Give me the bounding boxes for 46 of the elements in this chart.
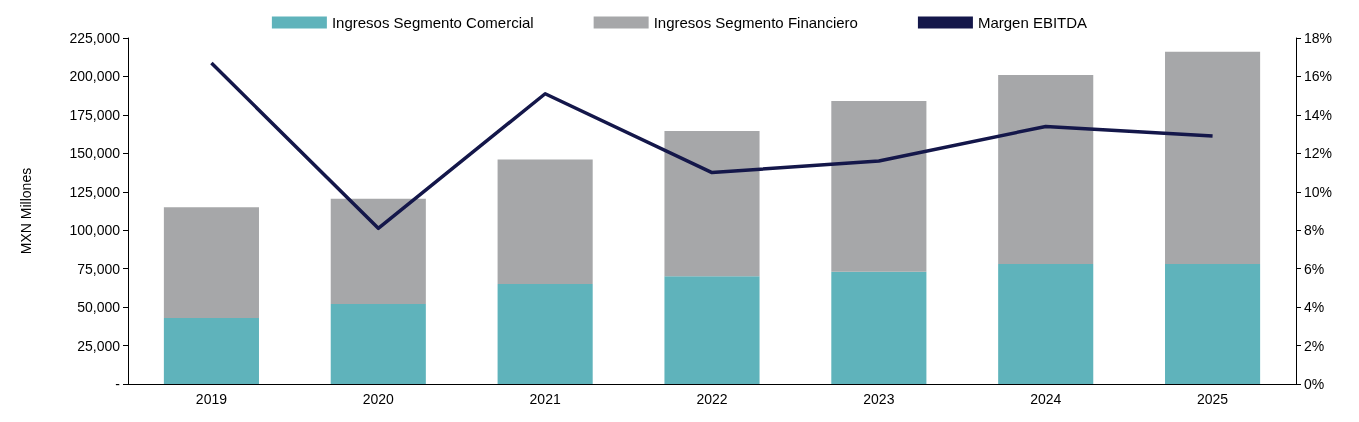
y2-tick-label: 4%: [1304, 299, 1325, 316]
y-tick-label: 125,000: [69, 183, 121, 200]
y2-tick-label: 8%: [1304, 222, 1325, 239]
bar: [998, 264, 1094, 384]
x-tick-label: 2025: [1196, 391, 1229, 407]
bar: [831, 271, 927, 384]
y-tick-label: 200,000: [69, 68, 121, 85]
y2-tick-label: 6%: [1304, 260, 1325, 277]
bar: [163, 317, 259, 384]
legend-label: Margen EBITDA: [977, 14, 1088, 31]
bar: [1165, 264, 1261, 384]
legend-label: Ingresos Segmento Comercial: [331, 14, 534, 31]
bar: [330, 198, 426, 305]
y-tick-label: 75,000: [77, 260, 121, 277]
bar: [664, 276, 760, 384]
y-tick-label: 175,000: [69, 106, 121, 123]
y-axis-title: MXN Millones: [18, 167, 34, 255]
legend-label: Ingresos Segmento Financiero: [653, 14, 858, 31]
bar: [664, 131, 760, 277]
y-tick-label: 25,000: [77, 337, 121, 354]
y-tick-label: 225,000: [69, 30, 121, 46]
y2-tick-label: 16%: [1304, 68, 1333, 85]
y-tick-label: 100,000: [69, 222, 121, 239]
bar: [1165, 51, 1261, 265]
y-tick-label: 50,000: [77, 299, 121, 316]
x-tick-label: 2021: [529, 391, 561, 407]
bar: [330, 304, 426, 384]
bar: [998, 74, 1094, 265]
line-series: [209, 61, 1215, 231]
y2-tick-label: 18%: [1304, 30, 1333, 46]
y-tick-label: 150,000: [69, 145, 121, 162]
bar: [831, 101, 927, 272]
x-tick-label: 2023: [863, 391, 895, 407]
y2-tick-label: 14%: [1304, 106, 1333, 123]
bar: [497, 284, 593, 384]
y2-tick-label: 10%: [1304, 183, 1333, 200]
y-tick-label: -: [115, 376, 121, 392]
bar: [163, 207, 259, 318]
x-tick-label: 2020: [362, 391, 395, 407]
y2-tick-label: 0%: [1304, 376, 1325, 392]
y2-tick-label: 2%: [1304, 337, 1325, 354]
x-tick-label: 2019: [195, 391, 228, 407]
x-tick-label: 2022: [696, 391, 728, 407]
bar: [497, 159, 593, 285]
y2-tick-label: 12%: [1304, 145, 1333, 162]
x-tick-label: 2024: [1030, 391, 1062, 407]
